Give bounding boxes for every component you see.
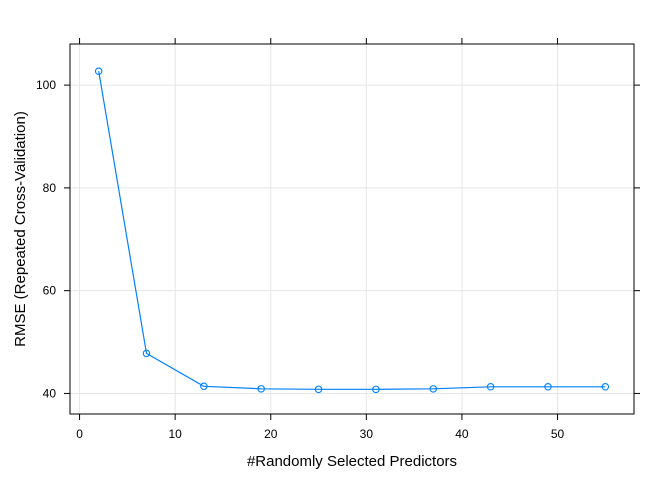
x-axis-title: #Randomly Selected Predictors (247, 453, 457, 470)
y-tick-label: 40 (43, 386, 57, 400)
x-tick-label: 10 (168, 427, 182, 441)
data-point (544, 383, 552, 391)
data-points (94, 67, 610, 394)
x-tick-label: 0 (76, 427, 83, 441)
y-tick-label: 100 (36, 78, 56, 92)
data-point (94, 67, 103, 75)
data-point (257, 385, 265, 393)
y-tick-label: 80 (43, 181, 57, 195)
data-point (429, 385, 438, 393)
x-tick-label: 30 (360, 427, 374, 441)
axis-ticks (64, 38, 640, 420)
grid-lines (70, 44, 634, 414)
plot-frame (69, 43, 635, 415)
data-point (142, 349, 151, 358)
tick-labels: 0 10 20 30 40 50 40 60 80 100 (36, 78, 565, 441)
data-point (372, 385, 380, 394)
x-tick-label: 40 (455, 427, 469, 441)
x-tick-label: 20 (264, 427, 278, 441)
y-tick-label: 60 (43, 284, 57, 298)
data-point (200, 382, 208, 390)
series-line (98, 71, 606, 390)
y-axis-title: RMSE (Repeated Cross-Validation) (12, 111, 29, 347)
x-tick-label: 50 (551, 427, 565, 441)
data-point (601, 383, 610, 391)
data-point (486, 383, 495, 391)
data-point (314, 385, 323, 394)
